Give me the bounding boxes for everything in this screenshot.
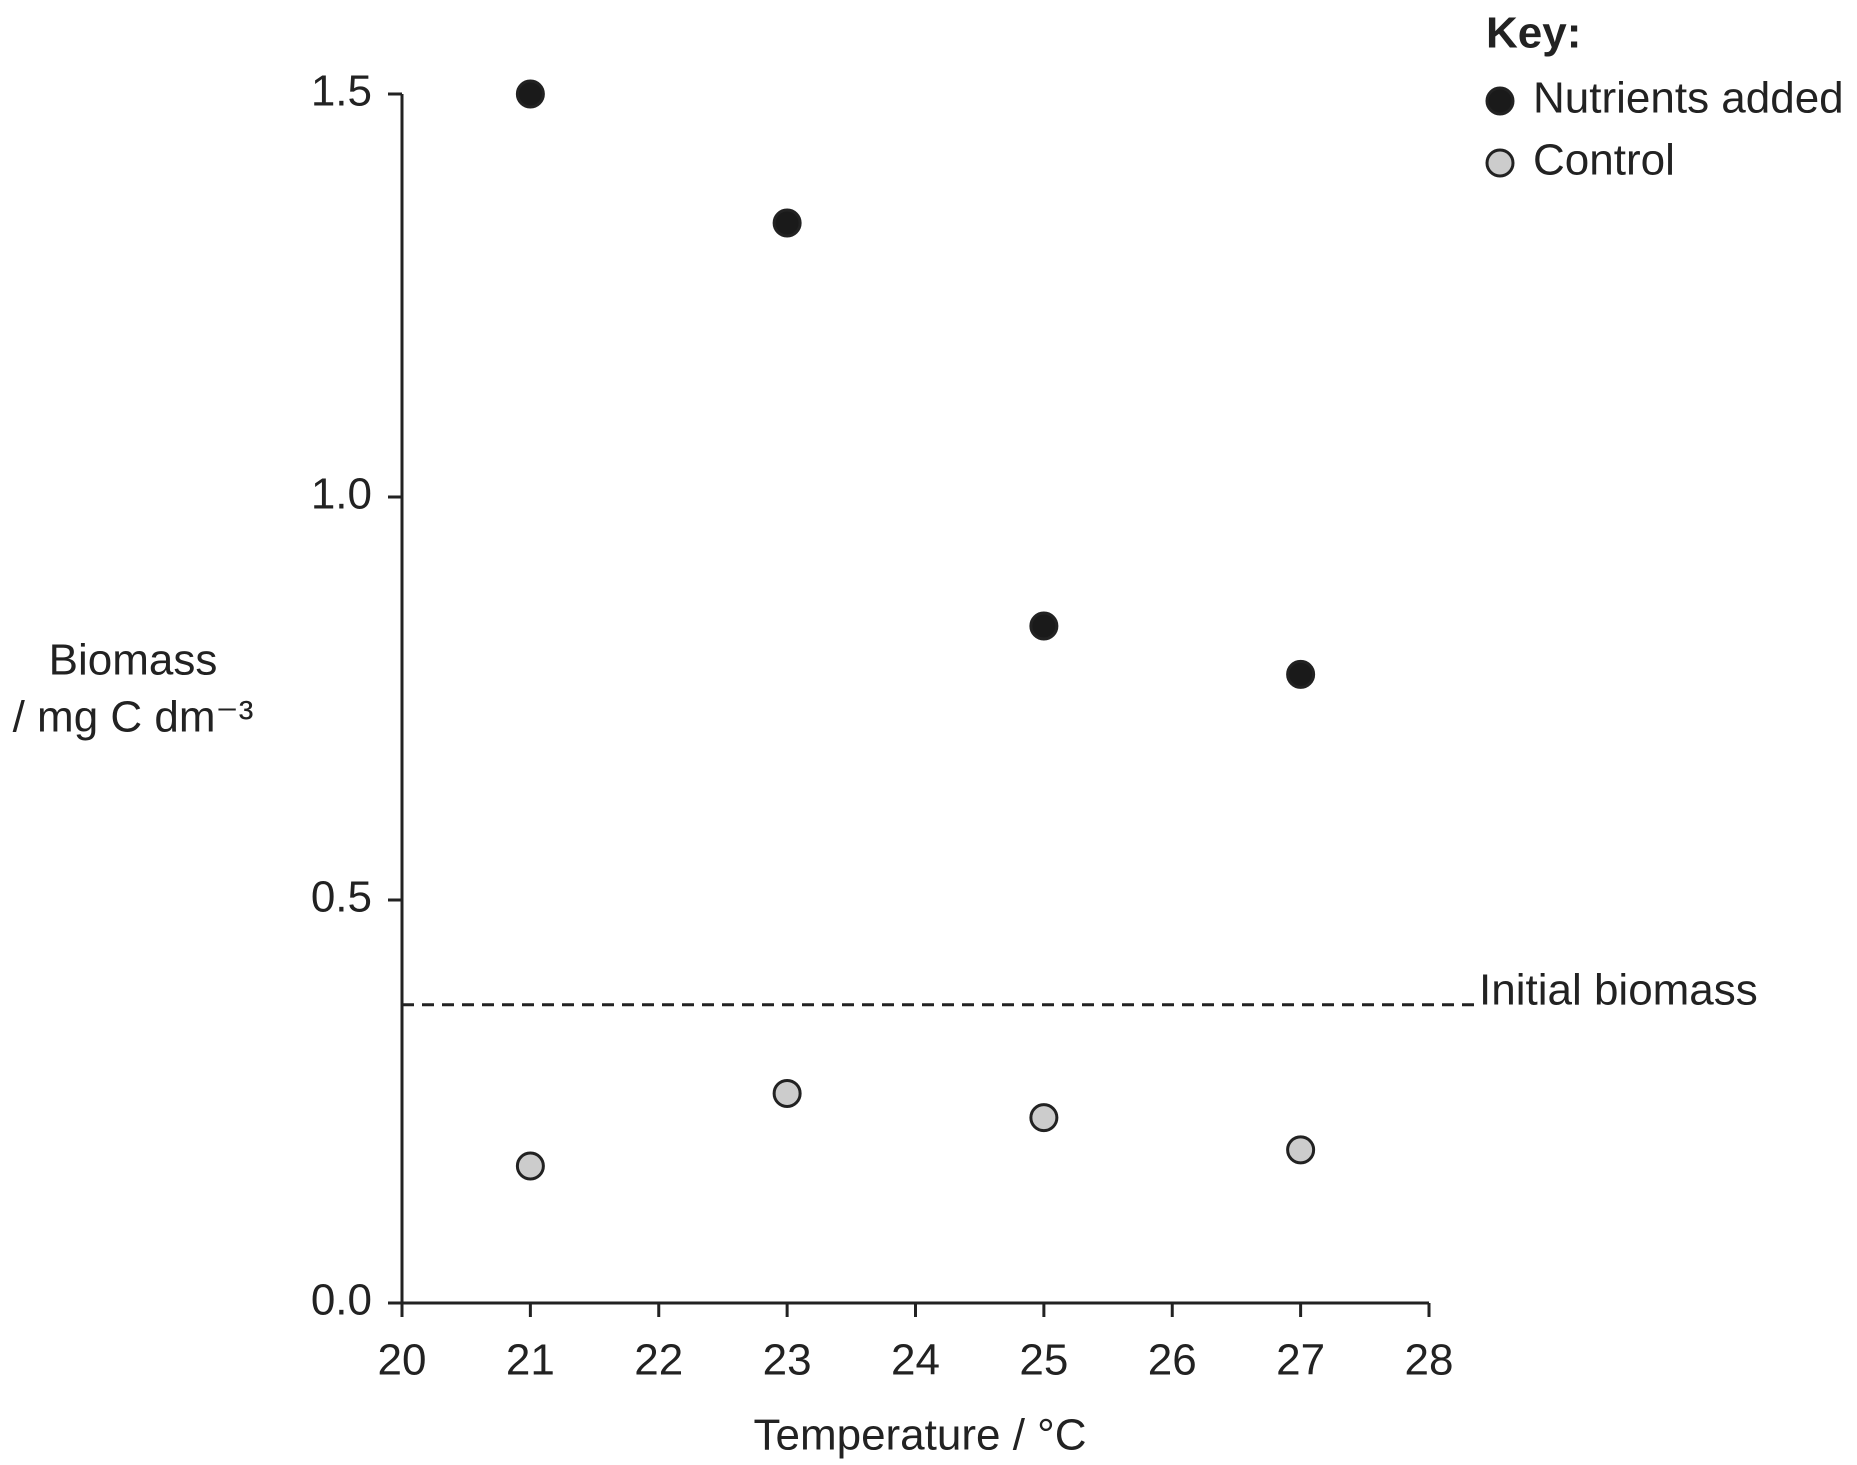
- y-tick-label: 1.0: [311, 470, 372, 519]
- data-point: [1029, 1103, 1059, 1133]
- legend-marker: [1485, 148, 1515, 178]
- x-tick-label: 20: [378, 1336, 427, 1385]
- y-axis-label: Biomass: [49, 636, 218, 685]
- data-point: [772, 1078, 802, 1108]
- y-tick-label: 1.5: [311, 67, 372, 116]
- x-axis-label: Temperature / °C: [753, 1411, 1086, 1460]
- x-tick-label: 22: [634, 1336, 683, 1385]
- legend-marker: [1485, 86, 1515, 116]
- x-tick-label: 26: [1148, 1336, 1197, 1385]
- legend-title: Key:: [1486, 9, 1581, 58]
- reference-label: Initial biomass: [1479, 965, 1758, 1014]
- data-point: [515, 79, 545, 109]
- y-tick-label: 0.5: [311, 873, 372, 922]
- data-point: [1286, 1135, 1316, 1165]
- x-tick-label: 23: [763, 1336, 812, 1385]
- y-axis-label: / mg C dm⁻³: [13, 693, 254, 742]
- data-point: [1286, 659, 1316, 689]
- x-tick-label: 25: [1019, 1336, 1068, 1385]
- x-tick-label: 28: [1405, 1336, 1454, 1385]
- legend-label: Control: [1533, 136, 1675, 185]
- legend-label: Nutrients added: [1533, 74, 1844, 123]
- y-tick-label: 0.0: [311, 1276, 372, 1325]
- x-tick-label: 27: [1276, 1336, 1325, 1385]
- data-point: [772, 208, 802, 238]
- x-tick-label: 24: [891, 1336, 940, 1385]
- data-point: [515, 1151, 545, 1181]
- data-point: [1029, 611, 1059, 641]
- x-tick-label: 21: [506, 1336, 555, 1385]
